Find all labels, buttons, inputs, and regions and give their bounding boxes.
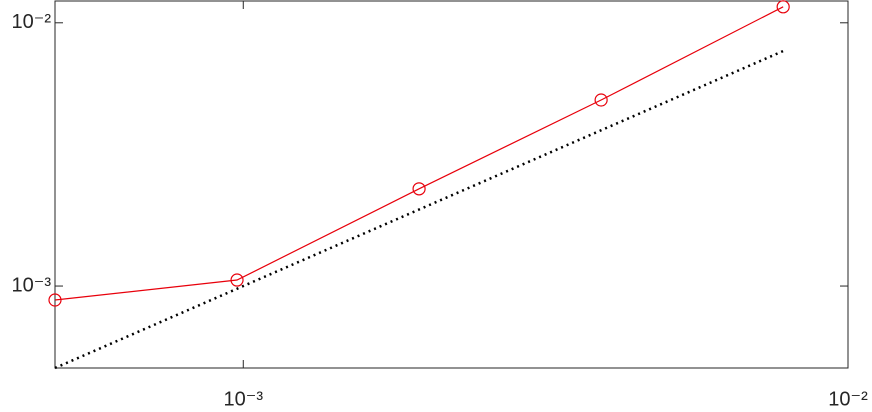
data-point [776, 0, 790, 14]
y-tick-label: 10⁻³ [12, 274, 52, 296]
data-point [230, 273, 244, 287]
plot-area [54, 0, 849, 369]
y-tick-label: 10⁻² [12, 11, 52, 33]
data-point [48, 293, 62, 307]
data-point [594, 93, 608, 107]
series-line [54, 6, 784, 301]
series-line [54, 49, 784, 370]
x-tick-label: 10⁻³ [224, 388, 264, 410]
x-tick-label: 10⁻² [828, 388, 868, 410]
data-point [412, 182, 426, 196]
